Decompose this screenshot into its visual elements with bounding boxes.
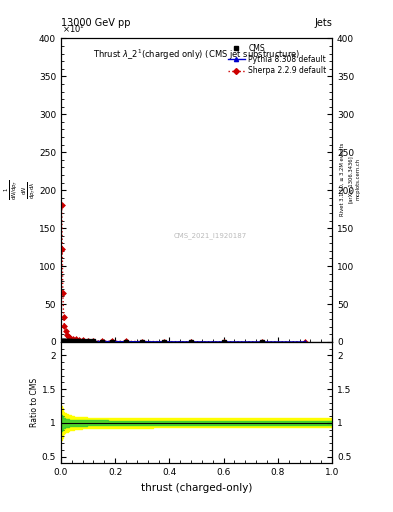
Legend: CMS, Pythia 8.308 default, Sherpa 2.2.9 default: CMS, Pythia 8.308 default, Sherpa 2.2.9 …	[226, 42, 328, 77]
Y-axis label: $\frac{1}{\mathrm{d}N/\mathrm{d}p_T}$
$\frac{\mathrm{d}N}{\mathrm{d}p_T\mathrm{d: $\frac{1}{\mathrm{d}N/\mathrm{d}p_T}$ $\…	[2, 180, 37, 200]
Y-axis label: Ratio to CMS: Ratio to CMS	[30, 378, 39, 427]
Text: Thrust $\lambda\_2^{1}$(charged only) (CMS jet substructure): Thrust $\lambda\_2^{1}$(charged only) (C…	[93, 48, 300, 62]
Text: mcplots.cern.ch: mcplots.cern.ch	[356, 158, 361, 200]
Text: $\times10^{1}$: $\times10^{1}$	[62, 23, 85, 35]
Text: Rivet 3.1.10, ≥ 3.2M events: Rivet 3.1.10, ≥ 3.2M events	[340, 142, 345, 216]
Text: 13000 GeV pp: 13000 GeV pp	[61, 18, 130, 28]
Text: Jets: Jets	[314, 18, 332, 28]
X-axis label: thrust (charged-only): thrust (charged-only)	[141, 483, 252, 493]
Text: [arXiv:1306.3436]: [arXiv:1306.3436]	[348, 155, 353, 203]
Text: CMS_2021_I1920187: CMS_2021_I1920187	[173, 232, 247, 239]
